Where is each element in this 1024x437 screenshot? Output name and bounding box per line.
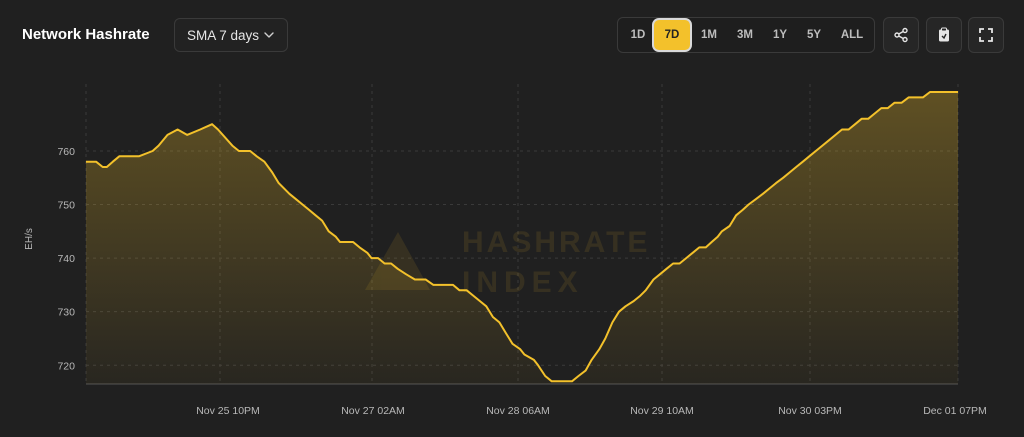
range-1y-button[interactable]: 1Y [772, 29, 788, 41]
y-axis-ticks: 720 730 740 750 760 [57, 146, 75, 372]
y-tick-label: 750 [57, 200, 75, 212]
hashrate-area [86, 92, 958, 384]
range-1m-button[interactable]: 1M [701, 29, 717, 41]
watermark-line1: HASHRATE [462, 226, 650, 259]
page-title: Network Hashrate [22, 26, 150, 43]
range-all-button[interactable]: ALL [840, 29, 864, 41]
range-7d-button[interactable]: 7D [654, 20, 690, 50]
sma-select-label: SMA 7 days [187, 27, 260, 43]
range-5y-button[interactable]: 5Y [806, 29, 822, 41]
x-tick-label: Nov 30 03PM [778, 405, 842, 417]
clipboard-icon [939, 27, 949, 42]
sma-select[interactable]: SMA 7 days [174, 18, 288, 52]
chevron-down-icon [264, 32, 274, 38]
range-1d-button[interactable]: 1D [630, 29, 646, 41]
share-button[interactable] [883, 17, 919, 53]
fullscreen-button[interactable] [968, 17, 1004, 53]
x-tick-label: Nov 25 10PM [196, 405, 260, 417]
watermark-line2: INDEX [462, 266, 584, 299]
y-tick-label: 720 [57, 360, 75, 372]
y-tick-label: 760 [57, 146, 75, 158]
x-tick-label: Nov 28 06AM [486, 405, 550, 417]
x-tick-label: Nov 29 10AM [630, 405, 694, 417]
x-tick-label: Nov 27 02AM [341, 405, 405, 417]
y-tick-label: 740 [57, 253, 75, 265]
range-3m-button[interactable]: 3M [737, 29, 753, 41]
copy-image-button[interactable] [926, 17, 962, 53]
watermark: HASHRATE INDEX [365, 226, 650, 299]
share-icon [894, 27, 908, 43]
range-selector: 1D 7D 1M 3M 1Y 5Y ALL [617, 17, 875, 53]
x-axis-ticks: Nov 25 10PM Nov 27 02AM Nov 28 06AM Nov 29 … [196, 405, 987, 417]
x-tick-label: Dec 01 07PM [923, 405, 987, 417]
fullscreen-icon [979, 28, 993, 42]
y-axis-label: EH/s [24, 228, 35, 250]
y-tick-label: 730 [57, 307, 75, 319]
hashrate-line [86, 91, 958, 383]
